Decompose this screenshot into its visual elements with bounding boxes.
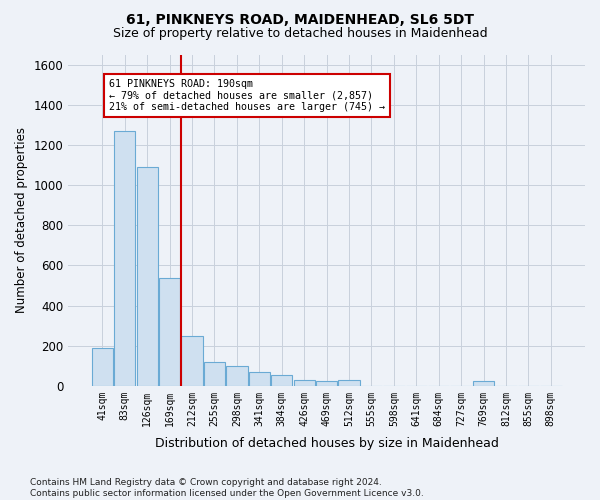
Bar	[293, 380, 315, 386]
Text: 61, PINKNEYS ROAD, MAIDENHEAD, SL6 5DT: 61, PINKNEYS ROAD, MAIDENHEAD, SL6 5DT	[126, 12, 474, 26]
Text: Size of property relative to detached houses in Maidenhead: Size of property relative to detached ho…	[113, 28, 487, 40]
Text: 61 PINKNEYS ROAD: 190sqm
← 79% of detached houses are smaller (2,857)
21% of sem: 61 PINKNEYS ROAD: 190sqm ← 79% of detach…	[109, 79, 385, 112]
Bar	[338, 380, 359, 386]
Bar	[248, 372, 270, 386]
X-axis label: Distribution of detached houses by size in Maidenhead: Distribution of detached houses by size …	[155, 437, 499, 450]
Bar	[226, 366, 248, 386]
Bar	[159, 278, 180, 386]
Bar	[137, 168, 158, 386]
Bar	[181, 336, 203, 386]
Bar	[92, 348, 113, 386]
Bar	[271, 375, 292, 386]
Bar	[114, 131, 136, 386]
Text: Contains HM Land Registry data © Crown copyright and database right 2024.
Contai: Contains HM Land Registry data © Crown c…	[30, 478, 424, 498]
Y-axis label: Number of detached properties: Number of detached properties	[15, 128, 28, 314]
Bar	[316, 381, 337, 386]
Bar	[204, 362, 225, 386]
Bar	[473, 381, 494, 386]
